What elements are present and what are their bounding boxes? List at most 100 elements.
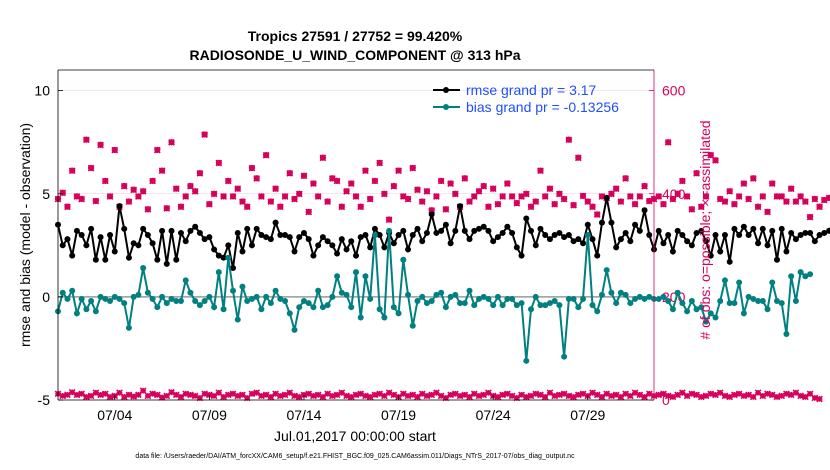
obs-assimilated-point <box>773 393 781 401</box>
legend: rmse grand pr = 3.17 bias grand pr = -0.… <box>433 82 619 115</box>
obs-possible-point <box>258 193 265 200</box>
obs-assimilated-upper-point <box>527 203 535 211</box>
rmse-point <box>698 227 705 234</box>
bias-point <box>59 289 66 296</box>
obs-assimilated-upper-point <box>499 193 507 200</box>
bias-point <box>140 265 147 271</box>
obs-assimilated-point <box>324 390 331 398</box>
legend-rmse-label: rmse grand pr = 3.17 <box>466 82 597 98</box>
obs-possible-point <box>442 206 449 213</box>
rmse-point <box>211 246 218 253</box>
bias-point <box>471 302 478 309</box>
bias-point <box>532 293 539 300</box>
bias-point <box>740 310 747 317</box>
obs-assimilated-upper-point <box>220 193 227 200</box>
bias-point <box>594 308 601 315</box>
obs-assimilated-upper-point <box>773 193 781 200</box>
bias-point <box>589 302 596 309</box>
bias-point <box>565 295 572 302</box>
obs-assimilated-upper-point <box>300 172 308 180</box>
obs-assimilated-point <box>258 392 265 400</box>
obs-possible-point <box>192 188 199 195</box>
obs-assimilated-upper-point <box>409 164 417 172</box>
obs-assimilated-upper-point <box>792 198 800 206</box>
rmse-point <box>433 229 440 236</box>
bias-point <box>267 300 274 307</box>
obs-possible-point <box>182 193 189 200</box>
obs-assimilated-point <box>612 391 620 399</box>
bias-point <box>371 232 378 238</box>
obs-possible-series <box>54 131 830 223</box>
obs-assimilated-point <box>305 390 313 398</box>
bias-point <box>348 304 355 311</box>
rmse-point <box>234 229 241 236</box>
obs-assimilated-upper-point <box>669 195 677 203</box>
obs-assimilated-point <box>768 391 776 399</box>
obs-assimilated-upper-point <box>286 169 294 177</box>
rmse-point <box>509 229 516 236</box>
obs-assimilated-upper-point <box>731 200 738 208</box>
obs-possible-point <box>556 190 563 197</box>
bias-point <box>386 227 393 234</box>
rmse-point <box>518 252 525 259</box>
obs-possible-point <box>404 195 412 203</box>
obs-assimilated-point <box>120 393 128 401</box>
obs-assimilated-upper-point <box>768 180 776 188</box>
obs-assimilated-point <box>660 390 667 398</box>
obs-assimilated-upper-point <box>551 200 559 208</box>
rmse-point <box>551 232 558 238</box>
obs-assimilated-upper-point <box>125 198 133 206</box>
obs-possible-point <box>229 193 237 200</box>
obs-assimilated-point <box>811 394 819 402</box>
obs-assimilated-point <box>286 389 294 397</box>
obs-assimilated-upper-point <box>414 186 421 194</box>
rmse-point <box>736 232 743 238</box>
bias-point <box>315 287 322 294</box>
rmse-point <box>783 248 790 255</box>
obs-assimilated-upper-point <box>721 198 729 206</box>
rmse-point <box>300 229 307 236</box>
obs-assimilated-upper-point <box>229 193 237 200</box>
bias-point <box>684 308 691 315</box>
obs-possible-point <box>409 164 416 172</box>
obs-possible-point <box>613 185 620 192</box>
obs-assimilated-upper-point <box>352 193 360 200</box>
obs-assimilated-point <box>749 393 757 401</box>
bias-point <box>438 289 445 296</box>
obs-assimilated-point <box>381 392 388 400</box>
rmse-point <box>438 227 445 234</box>
obs-possible-point <box>570 201 577 209</box>
rmse-point <box>282 232 289 238</box>
obs-assimilated-point <box>792 389 800 397</box>
obs-assimilated-point <box>731 391 738 399</box>
obs-possible-point <box>584 198 591 205</box>
obs-possible-point <box>825 194 830 201</box>
obs-assimilated-point <box>187 391 194 399</box>
bias-point <box>206 293 213 300</box>
rmse-point <box>88 225 95 232</box>
obs-assimilated-upper-point <box>707 151 715 159</box>
obs-possible-point <box>589 203 596 210</box>
obs-possible-point <box>102 177 109 184</box>
rmse-point <box>64 236 71 243</box>
obs-possible-point <box>665 139 672 146</box>
obs-possible-point <box>329 175 336 182</box>
bias-point <box>225 254 232 261</box>
bias-point <box>419 293 426 300</box>
obs-assimilated-upper-point <box>234 185 242 193</box>
obs-possible-point <box>546 185 554 192</box>
obs-possible-point <box>575 154 582 161</box>
obs-possible-point <box>788 185 795 192</box>
obs-assimilated-point <box>716 389 724 397</box>
obs-assimilated-upper-point <box>101 177 109 185</box>
bias-point <box>116 295 123 302</box>
bias-point <box>338 289 345 296</box>
obs-possible-point <box>669 195 677 203</box>
obs-possible-point <box>220 193 227 200</box>
bias-point <box>324 302 331 309</box>
obs-assimilated-upper-point <box>130 186 138 194</box>
right-tick-label: 600 <box>662 83 686 99</box>
rmse-point <box>107 232 114 238</box>
obs-assimilated-upper-point <box>314 193 322 200</box>
bias-point <box>83 306 90 313</box>
